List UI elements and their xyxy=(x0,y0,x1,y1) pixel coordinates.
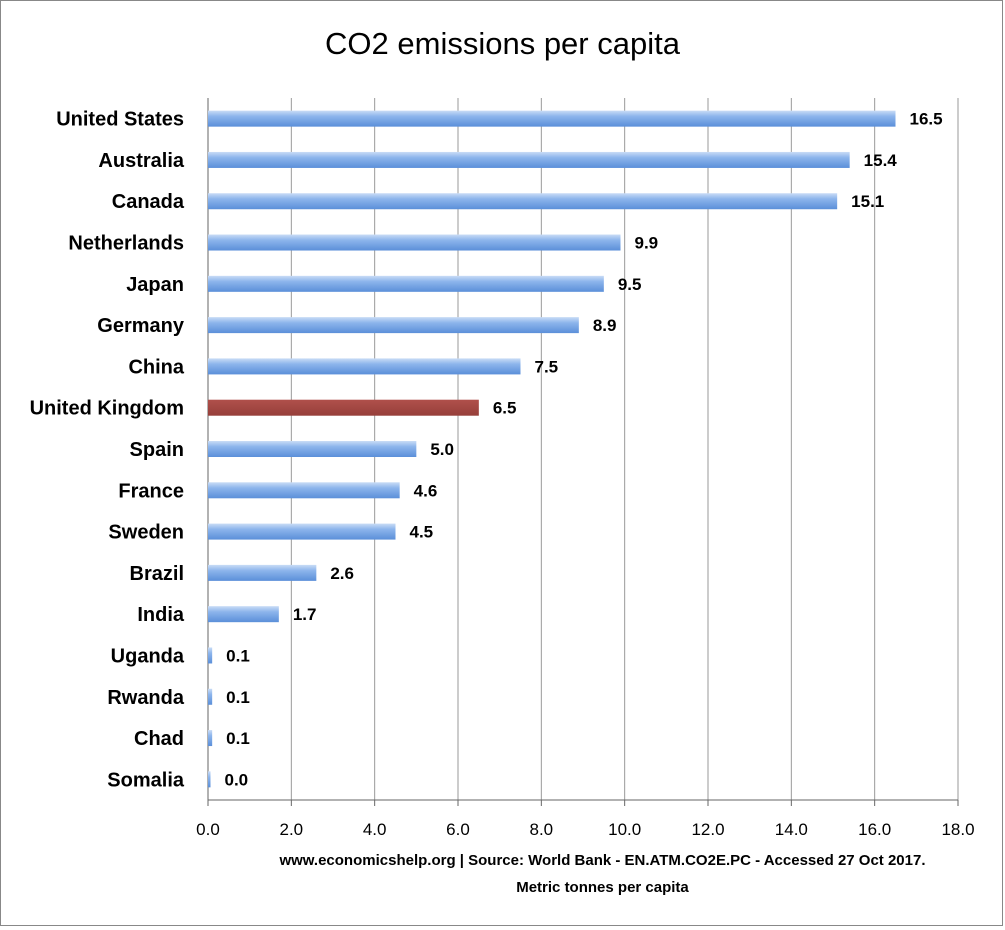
bar xyxy=(208,110,896,127)
category-label: Netherlands xyxy=(68,233,184,255)
category-label: China xyxy=(128,356,184,378)
x-tick-label: 18.0 xyxy=(941,820,974,839)
gridlines xyxy=(207,98,959,806)
x-tick-label: 12.0 xyxy=(691,820,724,839)
bar xyxy=(208,523,396,540)
value-label: 4.5 xyxy=(410,523,434,542)
x-tick-label: 8.0 xyxy=(530,820,554,839)
value-label: 9.9 xyxy=(635,234,659,253)
bar xyxy=(208,771,211,788)
x-tick-label: 2.0 xyxy=(280,820,304,839)
unit-note: Metric tonnes per capita xyxy=(516,879,689,896)
value-label: 0.1 xyxy=(226,646,250,665)
category-label: Brazil xyxy=(130,563,184,585)
category-label: France xyxy=(118,480,184,502)
value-label: 16.5 xyxy=(910,110,943,129)
source-note: www.economicshelp.org | Source: World Ba… xyxy=(279,852,926,869)
category-label: Germany xyxy=(97,315,185,337)
x-tick-label: 14.0 xyxy=(775,820,808,839)
bar xyxy=(208,482,400,499)
category-label: Chad xyxy=(134,728,184,750)
category-label: Rwanda xyxy=(107,687,185,709)
bar xyxy=(208,647,213,664)
value-label: 6.5 xyxy=(493,399,517,418)
bar xyxy=(208,193,838,210)
bar xyxy=(208,730,213,747)
bar xyxy=(208,399,479,416)
category-label: Somalia xyxy=(107,769,185,791)
value-label: 0.1 xyxy=(226,688,250,707)
bar xyxy=(208,151,850,168)
value-label: 0.0 xyxy=(225,770,249,789)
bar xyxy=(208,317,579,334)
x-tick-label: 6.0 xyxy=(446,820,470,839)
category-label: Sweden xyxy=(108,522,184,544)
value-label: 9.5 xyxy=(618,275,642,294)
labels: 0.0 2.0 4.0 6.0 8.0 10.0 12.0 14.0 16.0 18.0 Unite… xyxy=(30,109,975,839)
value-label: 15.4 xyxy=(864,151,898,170)
bar xyxy=(208,606,279,623)
bar xyxy=(208,441,417,457)
category-label: Spain xyxy=(130,439,184,461)
category-label: Uganda xyxy=(111,645,185,667)
category-label: Canada xyxy=(112,191,185,213)
value-label: 5.0 xyxy=(430,440,454,459)
category-label: Japan xyxy=(126,274,184,296)
category-label: Australia xyxy=(98,150,184,172)
bars xyxy=(208,110,896,788)
value-label: 8.9 xyxy=(593,316,617,335)
bar xyxy=(208,688,213,705)
category-label: India xyxy=(137,604,185,626)
bar xyxy=(208,564,317,581)
x-tick-label: 10.0 xyxy=(608,820,641,839)
x-tick-label: 0.0 xyxy=(196,820,220,839)
chart-title: CO2 emissions per capita xyxy=(325,26,680,61)
category-label: United Kingdom xyxy=(30,398,184,420)
value-label: 7.5 xyxy=(535,357,559,376)
bar xyxy=(208,234,621,251)
value-label: 2.6 xyxy=(330,564,354,583)
x-tick-label: 4.0 xyxy=(363,820,387,839)
bar xyxy=(208,275,604,292)
value-label: 1.7 xyxy=(293,605,317,624)
bar xyxy=(208,358,521,375)
category-label: United States xyxy=(56,109,184,131)
value-label: 4.6 xyxy=(414,481,438,500)
value-label: 15.1 xyxy=(851,192,884,211)
value-label: 0.1 xyxy=(226,729,250,748)
x-tick-label: 16.0 xyxy=(858,820,891,839)
